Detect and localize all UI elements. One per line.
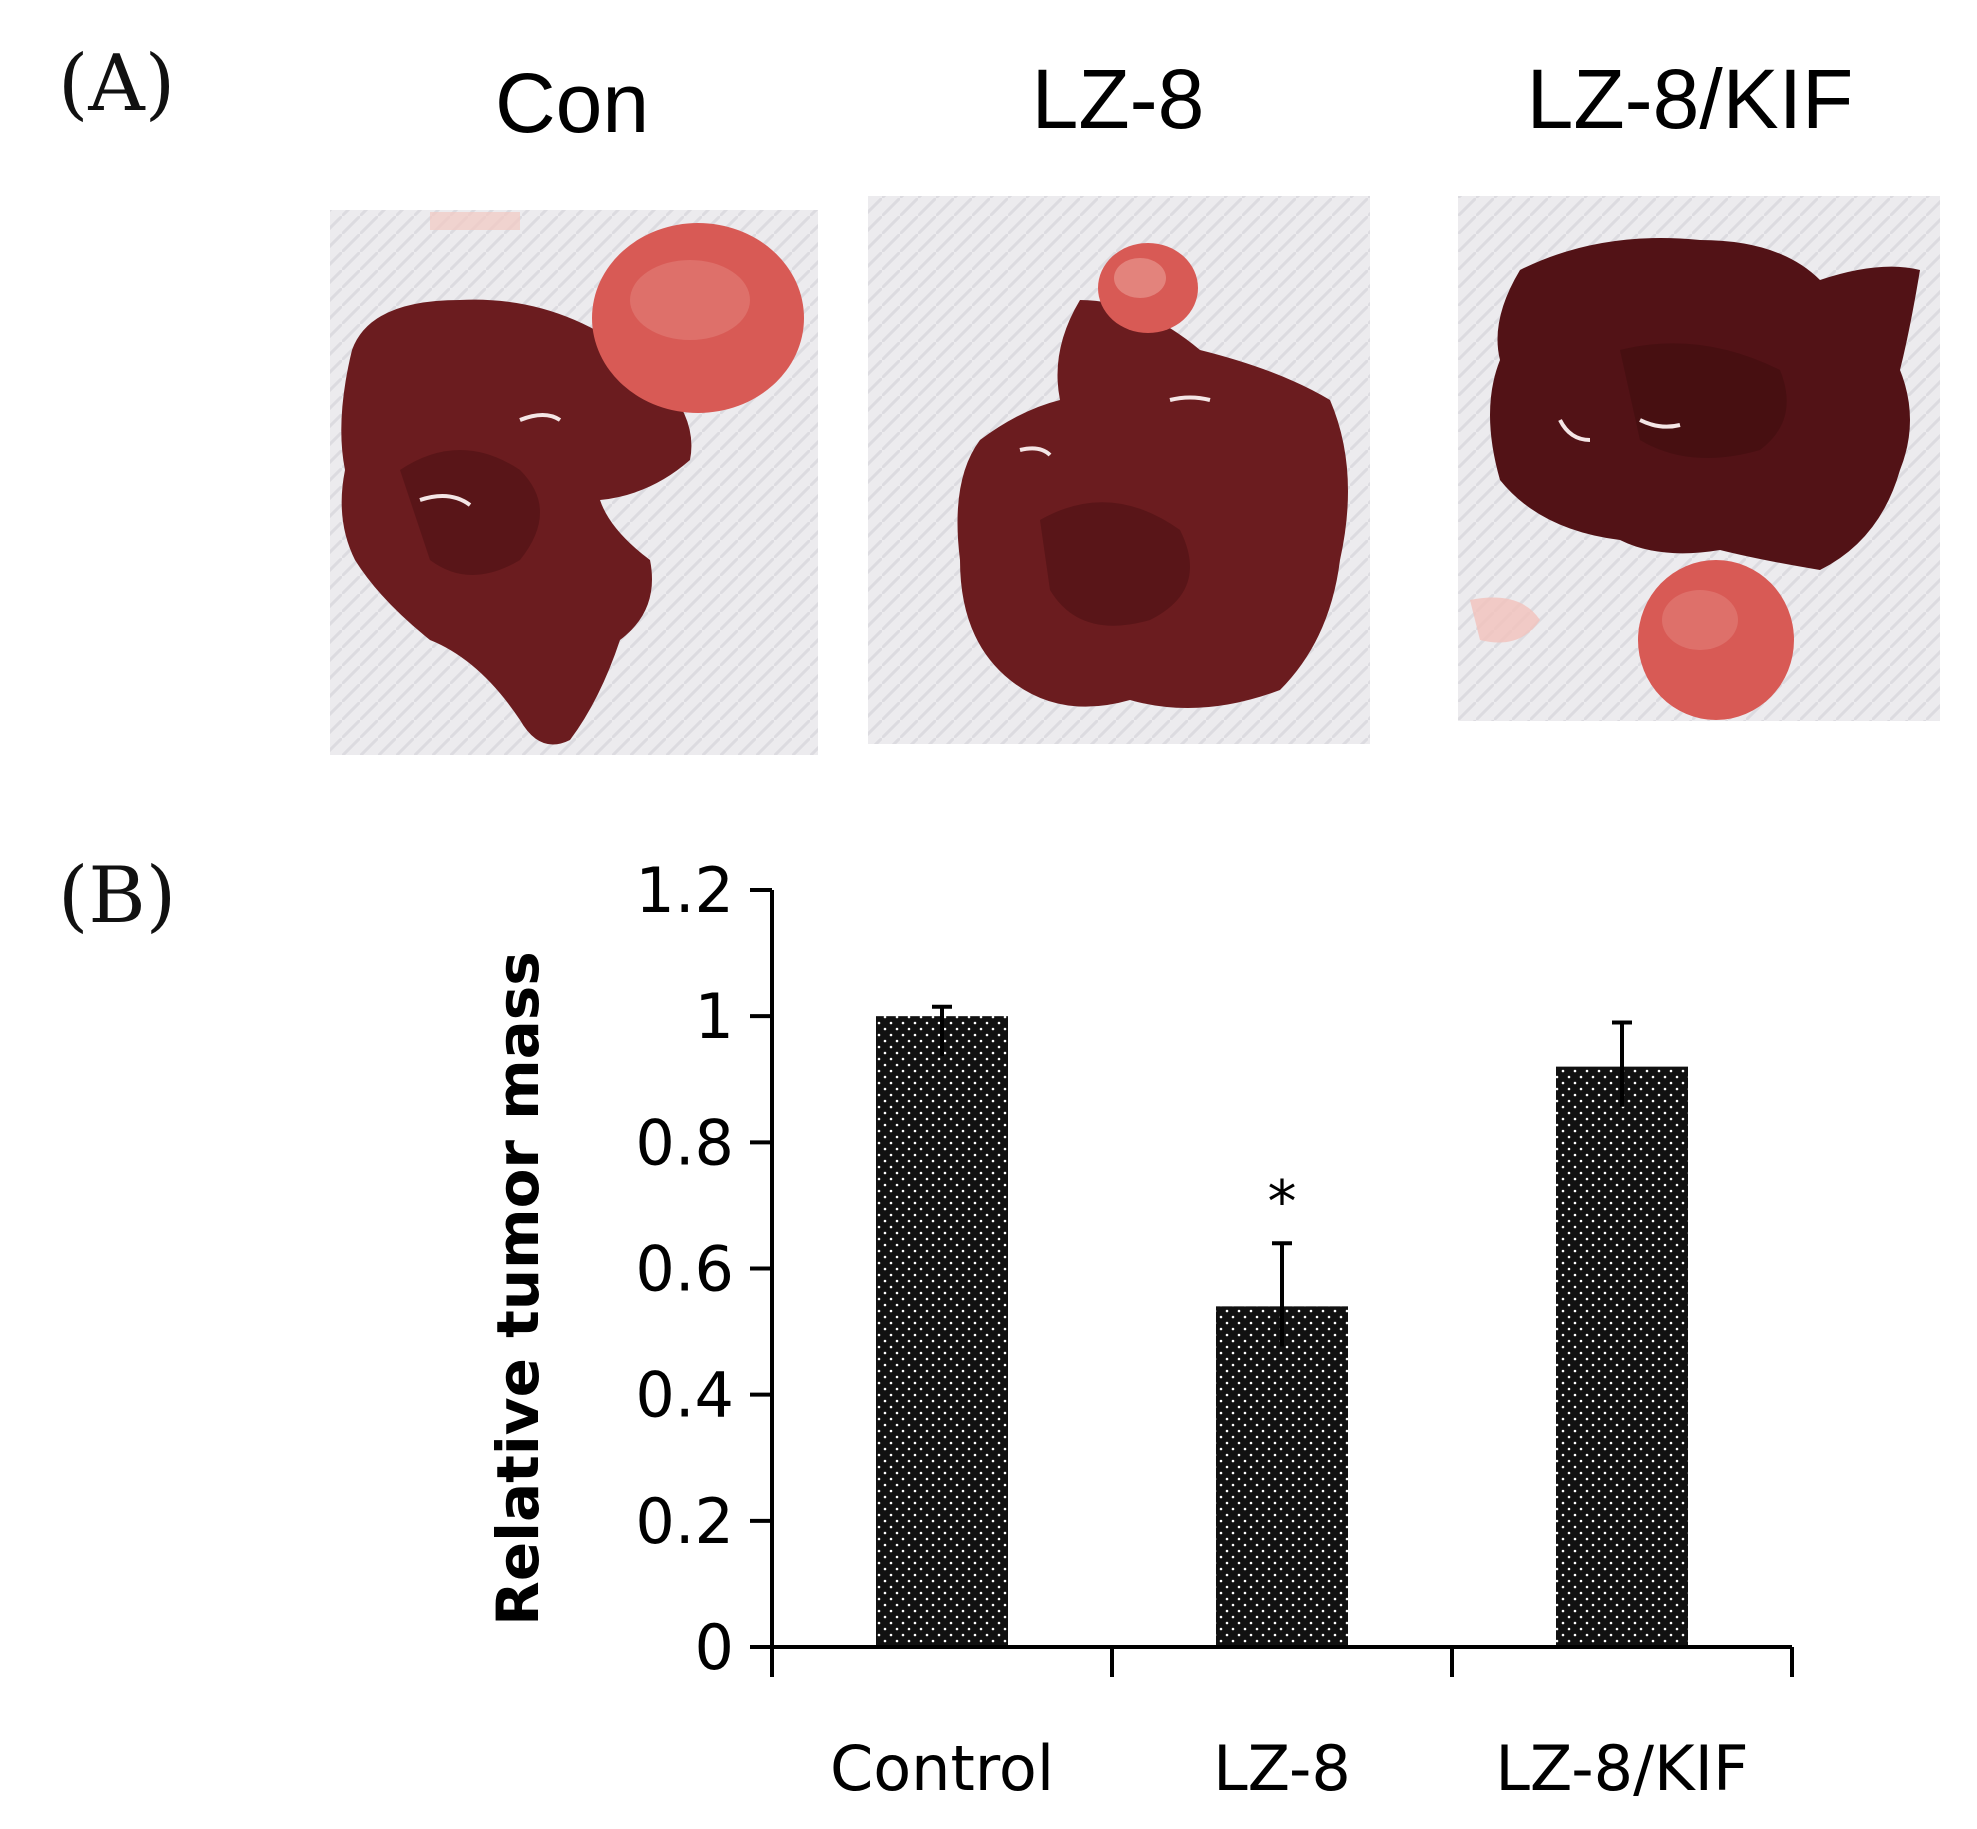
y-tick-label: 0.4 — [635, 1359, 734, 1432]
photo-lz8 — [868, 196, 1370, 744]
bars: * — [876, 1004, 1688, 1647]
photo-con — [330, 210, 818, 755]
panel-a-label: (A) — [58, 39, 175, 129]
x-tick-label: LZ-8/KIF — [1495, 1732, 1748, 1805]
y-tick-label: 1 — [695, 980, 734, 1053]
y-tick-label: 0.8 — [635, 1106, 734, 1179]
panel-b-label: (B) — [58, 851, 176, 941]
y-tick-label: 1.2 — [635, 854, 734, 927]
x-tick-label: Control — [830, 1732, 1054, 1805]
x-tick-label: LZ-8 — [1213, 1732, 1351, 1805]
y-tick-label: 0 — [695, 1611, 734, 1684]
y-tick-label: 0.6 — [635, 1233, 734, 1306]
bar-control — [876, 1016, 1008, 1647]
photo-title-lz8: LZ-8 — [1032, 52, 1205, 146]
y-axis-title: Relative tumor mass — [484, 951, 552, 1626]
y-tick-label: 0.2 — [635, 1485, 734, 1558]
significance-marker: * — [1268, 1167, 1297, 1235]
liver-lz8 — [957, 300, 1348, 708]
bar-lz-8 — [1216, 1306, 1348, 1647]
bar-chart: Relative tumor mass 00.20.40.60.811.2 * … — [484, 854, 1794, 1805]
y-ticks: 0 0.2 0.4 0.6 0.8 1 1.2 — [635, 854, 772, 1684]
x-ticks: Control LZ-8 LZ-8/KIF — [770, 1647, 1794, 1805]
photo-title-con: Con — [495, 56, 649, 150]
photo-lz8-kif — [1458, 196, 1940, 721]
bar-lz-8-kif — [1556, 1066, 1688, 1647]
photo-title-lz8-kif: LZ-8/KIF — [1527, 52, 1854, 146]
